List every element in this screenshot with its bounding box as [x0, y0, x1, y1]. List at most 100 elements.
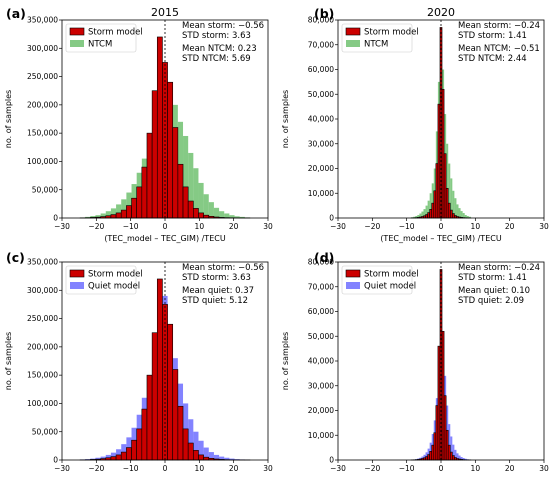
- legend-swatch: [69, 269, 85, 278]
- stat-annotation: STD storm: 3.63: [182, 31, 251, 41]
- bar: [427, 212, 430, 219]
- bar: [443, 395, 447, 461]
- y-tick-label: 0: [53, 456, 58, 465]
- y-tick-label: 80,000: [308, 258, 334, 267]
- panel-label: (d): [314, 250, 334, 265]
- legend-label: Quiet model: [364, 282, 416, 292]
- stat-annotation: STD quiet: 5.12: [182, 296, 248, 306]
- bar: [417, 215, 420, 218]
- y-tick-label: 30,000: [308, 381, 334, 390]
- bar: [105, 211, 111, 218]
- x-tick-label: −30: [330, 222, 346, 231]
- stat-annotation: Mean NTCM: −0.51: [458, 44, 540, 54]
- bar: [156, 278, 163, 461]
- x-tick-label: 20: [505, 464, 515, 473]
- bar: [454, 198, 457, 218]
- bar: [464, 215, 467, 218]
- legend-label: Storm model: [364, 28, 419, 38]
- y-tick-label: 350,000: [27, 16, 58, 25]
- bar: [452, 444, 455, 460]
- y-tick-label: 150,000: [27, 129, 58, 138]
- bar: [446, 143, 449, 218]
- bar: [464, 458, 467, 460]
- x-tick-label: −10: [123, 464, 139, 473]
- bar: [427, 200, 430, 218]
- bar: [116, 204, 122, 218]
- stat-annotation: Mean storm: −0.24: [458, 21, 540, 31]
- bar: [456, 453, 459, 460]
- bar: [431, 444, 435, 461]
- x-tick-label: −20: [364, 222, 380, 231]
- bar: [182, 428, 189, 461]
- y-tick-label: 50,000: [32, 427, 58, 436]
- legend-swatch: [346, 282, 360, 289]
- bar: [131, 197, 137, 219]
- bar: [188, 152, 194, 218]
- bar: [120, 209, 127, 219]
- bar: [213, 454, 220, 460]
- bar: [229, 458, 235, 460]
- bar: [187, 442, 194, 461]
- bar: [437, 103, 441, 219]
- x-axis-label: (TEC_model – TEC_GIM) /TECU: [104, 234, 226, 243]
- x-tick-label: −30: [330, 464, 346, 473]
- bar: [182, 186, 189, 219]
- y-tick-label: 50,000: [32, 185, 58, 194]
- bar: [427, 454, 430, 461]
- bar: [156, 36, 163, 219]
- legend-swatch: [345, 27, 361, 36]
- bar: [431, 202, 435, 219]
- bar: [425, 452, 428, 460]
- bar: [458, 208, 461, 218]
- bar: [203, 214, 210, 219]
- y-tick-label: 350,000: [27, 258, 58, 267]
- bar: [458, 455, 461, 460]
- x-tick-label: 10: [195, 222, 205, 231]
- legend: Storm model Quiet model: [65, 265, 143, 295]
- bar: [90, 216, 96, 218]
- bar: [443, 153, 447, 219]
- bar: [462, 458, 465, 460]
- bar: [433, 190, 437, 219]
- panel-label: (c): [6, 250, 25, 265]
- bar: [115, 454, 122, 461]
- x-axis-label: (TEC_model – TEC_GIM) /TECU: [380, 234, 502, 243]
- legend-swatch: [346, 40, 360, 47]
- bar: [435, 163, 439, 219]
- bar: [454, 449, 457, 460]
- bar: [419, 213, 422, 218]
- bar: [213, 207, 220, 218]
- panel-d: (d) −30 −20 −10 0 10 20 30 0 10,000 20,000 30,000 40…: [281, 250, 549, 477]
- x-tick-label: −30: [54, 464, 70, 473]
- bar: [198, 454, 204, 461]
- bar: [203, 447, 209, 460]
- y-tick-label: 300,000: [27, 286, 58, 295]
- bar: [203, 456, 210, 461]
- legend: Storm model NTCM: [341, 23, 419, 53]
- y-tick-label: 200,000: [27, 100, 58, 109]
- bar: [421, 211, 424, 218]
- x-tick-label: −10: [399, 464, 415, 473]
- stat-annotation: Mean storm: −0.56: [182, 263, 264, 273]
- x-tick-label: 0: [163, 222, 168, 231]
- y-axis-label: no. of samples: [281, 90, 290, 148]
- bar: [425, 205, 428, 219]
- bar: [449, 451, 453, 461]
- stat-annotation: STD NTCM: 2.44: [458, 54, 527, 64]
- y-tick-label: 10,000: [308, 431, 334, 440]
- bar: [448, 163, 451, 218]
- bar: [441, 89, 445, 219]
- bar: [151, 332, 158, 461]
- legend: Storm model Quiet model: [341, 265, 419, 295]
- bar: [95, 215, 101, 218]
- stat-annotation: STD storm: 1.41: [458, 273, 527, 283]
- stat-annotation: STD NTCM: 5.69: [182, 54, 251, 64]
- y-tick-label: 40,000: [308, 357, 334, 366]
- bar: [208, 202, 214, 218]
- bar: [423, 209, 426, 218]
- y-tick-label: 250,000: [27, 72, 58, 81]
- bar: [452, 455, 455, 461]
- bar: [177, 163, 184, 219]
- stat-annotation: STD quiet: 2.09: [458, 296, 524, 306]
